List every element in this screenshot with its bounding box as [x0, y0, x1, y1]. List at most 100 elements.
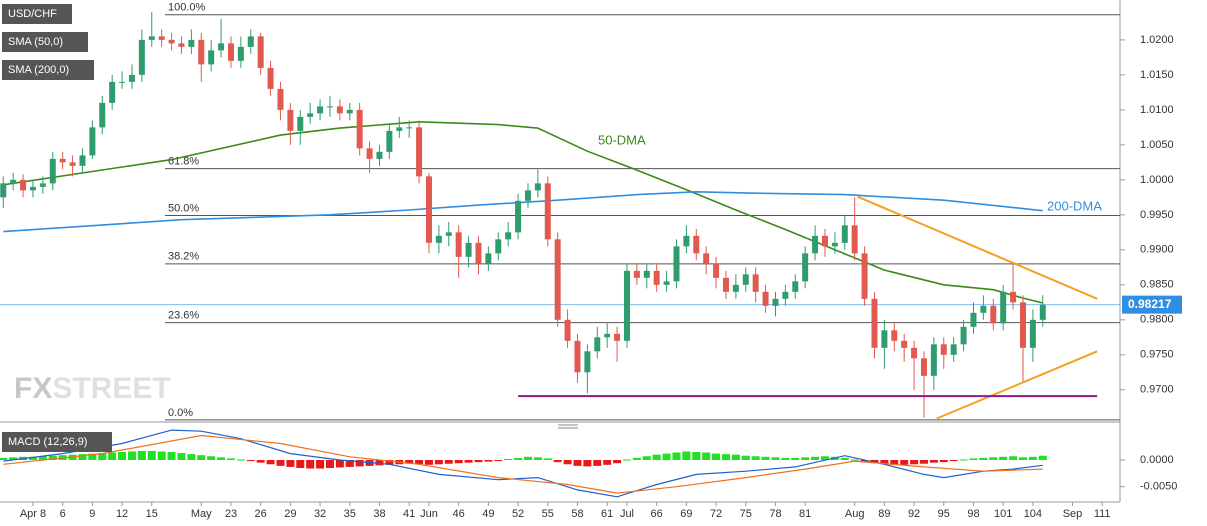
- y-tick-label: 1.0050: [1140, 139, 1174, 151]
- x-tick-label: 72: [710, 508, 722, 520]
- y-tick-label: 0.9850: [1140, 279, 1174, 291]
- histogram-bar: [256, 460, 265, 463]
- candle-body: [544, 183, 551, 240]
- histogram-bar: [385, 460, 394, 465]
- x-tick-label: 52: [512, 508, 524, 520]
- y-tick-label: 0.9950: [1140, 209, 1174, 221]
- candle-body: [871, 298, 878, 348]
- indicator-box[interactable]: [2, 432, 112, 452]
- x-tick-label: 26: [255, 508, 267, 520]
- histogram-bar: [613, 460, 622, 464]
- histogram-bar: [949, 460, 958, 462]
- candle-body: [564, 319, 571, 341]
- x-tick-label: 98: [967, 508, 979, 520]
- x-tick-label: 9: [89, 508, 95, 520]
- histogram-bar: [276, 460, 285, 466]
- histogram-bar: [811, 456, 820, 460]
- candle-body: [307, 113, 314, 117]
- candle-body: [445, 232, 452, 236]
- histogram-bar: [939, 460, 948, 463]
- candle-body: [653, 270, 660, 285]
- histogram-bar: [820, 456, 829, 460]
- histogram-bar: [662, 453, 671, 460]
- histogram-bar: [494, 460, 503, 461]
- candle-body: [267, 67, 274, 89]
- candle-body: [574, 340, 581, 373]
- indicator-label[interactable]: MACD (12,26,9): [8, 436, 87, 448]
- legend-label[interactable]: SMA (200,0): [8, 64, 69, 76]
- candle-body: [366, 148, 373, 159]
- candle-body: [416, 127, 423, 177]
- histogram-bar: [731, 454, 740, 460]
- candle-body: [940, 344, 947, 355]
- histogram-bar: [464, 460, 473, 463]
- histogram-bar: [127, 451, 136, 460]
- candle-body: [524, 190, 531, 201]
- candle-body: [218, 43, 225, 51]
- histogram-bar: [1009, 456, 1018, 460]
- histogram-bar: [603, 460, 612, 465]
- candle-body: [1010, 291, 1017, 303]
- candle-body: [119, 81, 126, 83]
- legend-box[interactable]: [2, 32, 88, 52]
- candle-body: [138, 39, 145, 75]
- histogram-bar: [454, 460, 463, 464]
- candle-body: [594, 337, 601, 352]
- watermark-text: FXSTREET: [14, 372, 171, 405]
- candle-body: [485, 253, 492, 264]
- legend-label[interactable]: SMA (50,0): [8, 36, 63, 48]
- histogram-bar: [316, 460, 325, 469]
- histogram-bar: [771, 457, 780, 460]
- candle-body: [752, 274, 759, 292]
- candle-body: [287, 109, 294, 131]
- macd-line: [3, 429, 1043, 498]
- candle-body: [425, 176, 432, 243]
- watermark: FXSTREET: [14, 372, 171, 405]
- candle-body: [534, 183, 541, 191]
- candle-body: [247, 36, 254, 47]
- candle-body: [515, 200, 522, 233]
- annotation: 50-DMA: [598, 132, 646, 147]
- histogram-bar: [118, 452, 127, 460]
- candle-body: [39, 183, 46, 187]
- candle-body: [861, 253, 868, 299]
- y-tick-label: 0.9750: [1140, 349, 1174, 361]
- candle-body: [821, 235, 828, 247]
- candle-body: [89, 127, 96, 156]
- candle-body: [277, 88, 284, 110]
- candle-body: [0, 183, 7, 198]
- histogram-bar: [207, 456, 216, 460]
- x-tick-label: 95: [938, 508, 950, 520]
- histogram-bar: [642, 456, 651, 460]
- histogram-bar: [622, 459, 631, 461]
- histogram-bar: [187, 454, 196, 460]
- candle-body: [990, 305, 997, 324]
- candle-body: [158, 36, 165, 40]
- candle-body: [911, 347, 918, 359]
- x-tick-label: Jul: [620, 508, 634, 520]
- histogram-bar: [137, 450, 146, 460]
- x-tick-label: 38: [373, 508, 385, 520]
- candle-body: [1000, 291, 1007, 324]
- y-tick-label: 0.9800: [1140, 314, 1174, 326]
- x-tick-label: 49: [482, 508, 494, 520]
- legend-box[interactable]: [2, 60, 94, 80]
- candle-body: [772, 298, 779, 306]
- candle-body: [198, 39, 205, 65]
- histogram-bar: [355, 460, 364, 467]
- candle-body: [326, 106, 333, 108]
- candle-body: [505, 232, 512, 240]
- panel-handle[interactable]: [558, 424, 578, 429]
- candle-body: [970, 312, 977, 327]
- histogram-bar: [325, 460, 334, 468]
- x-tick-label: 35: [344, 508, 356, 520]
- histogram-bar: [197, 455, 206, 460]
- candle-body: [1019, 302, 1026, 348]
- trend-line: [936, 350, 1098, 420]
- candle-body: [1029, 319, 1036, 348]
- candle-body: [178, 43, 185, 47]
- histogram-bar: [157, 451, 166, 460]
- histogram-bar: [504, 458, 513, 460]
- plot-layer: 1.0200 1.0150 1.0100 1.0050 1.0000 0.9950 0.99…: [0, 2, 1182, 520]
- histogram-bar: [672, 452, 681, 460]
